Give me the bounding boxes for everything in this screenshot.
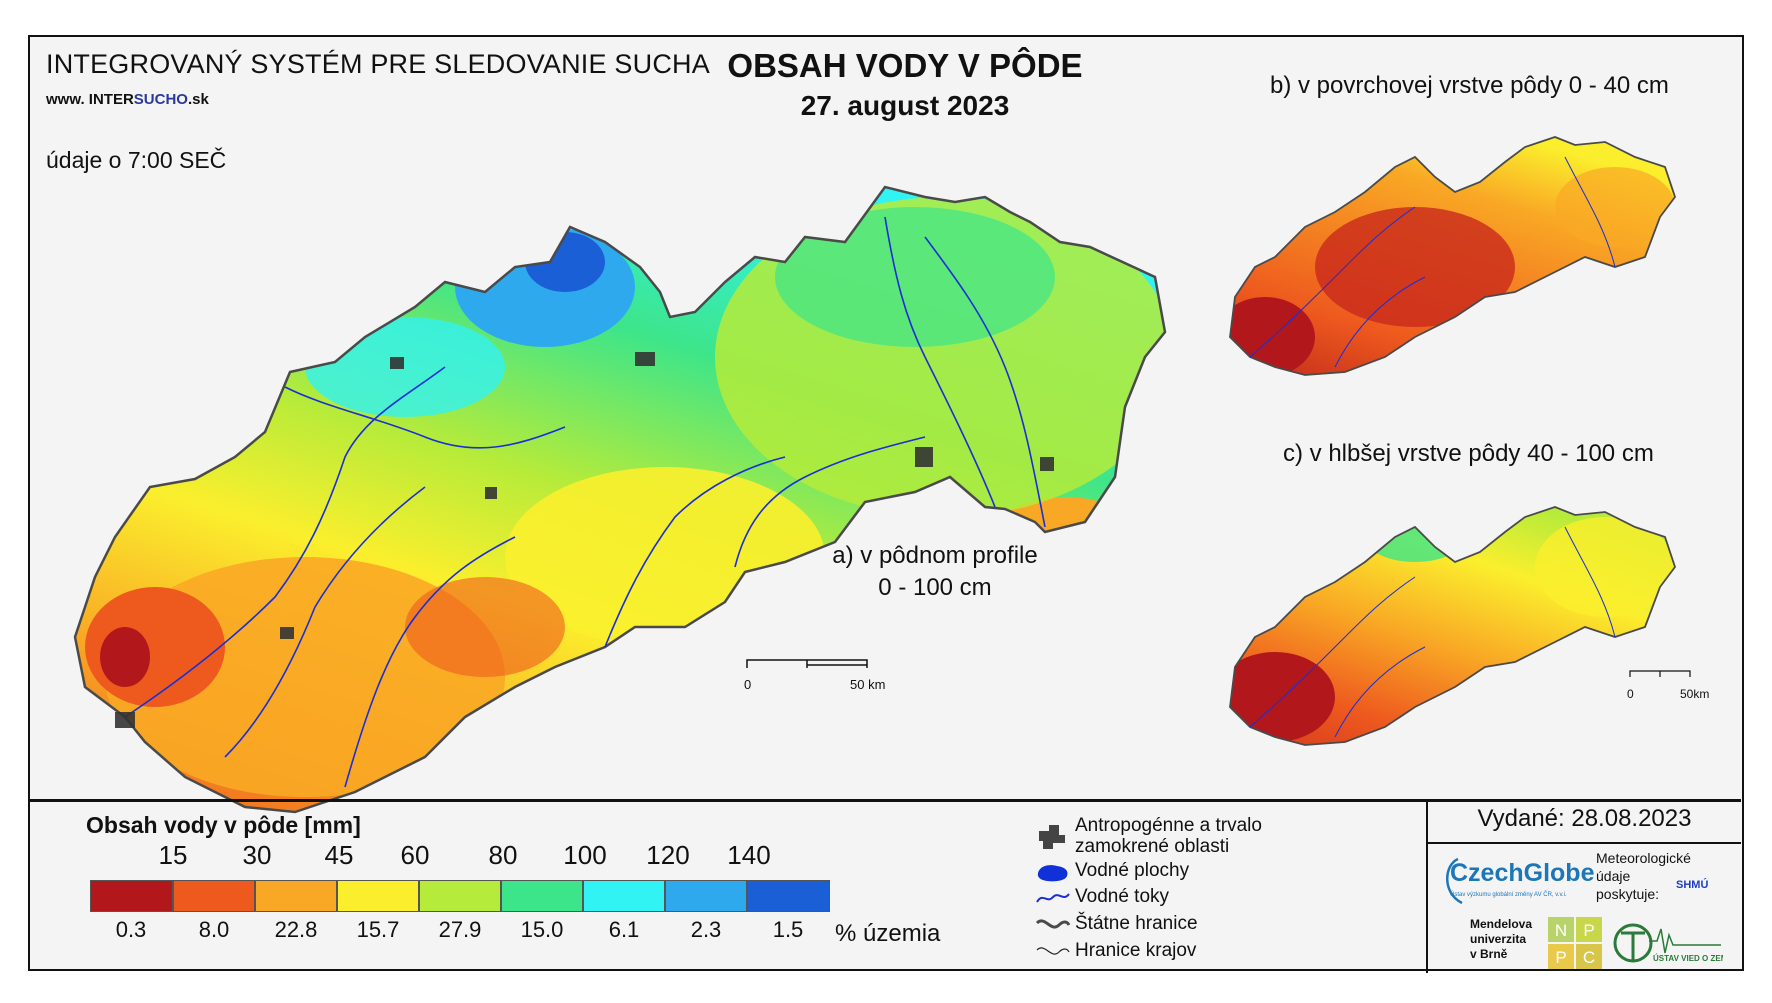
legend-item-region-border: Hranice krajov <box>1036 940 1197 961</box>
divider <box>30 799 1741 802</box>
main-scale-bar <box>746 659 868 668</box>
state-border <box>73 185 1167 814</box>
legend-color-scale <box>90 880 910 914</box>
czechglobe-logo-subtitle: Ústav výzkumu globální změny AV ČR, v.v.… <box>1450 892 1567 898</box>
legend-title: Obsah vody v pôde [mm] <box>86 812 361 838</box>
water-body-icon <box>1037 865 1068 882</box>
small-scale-bar <box>1629 670 1691 677</box>
mendel-university-logo: Mendelova univerzita v Brně <box>1470 917 1533 961</box>
river-icon <box>1036 893 1070 903</box>
page-title: OBSAH VODY V PÔDE <box>727 47 1083 84</box>
class-percent: 15.7 <box>356 917 400 942</box>
legend-item-state-border: Štátne hranice <box>1035 913 1198 934</box>
legend-swatch <box>173 880 255 912</box>
small-scale-end: 50km <box>1680 687 1710 701</box>
legend-swatch <box>583 880 665 912</box>
nppc-letter: P <box>1583 921 1594 940</box>
threshold-label: 120 <box>646 840 690 870</box>
deep-layer-map <box>1229 506 1677 746</box>
nppc-letter: P <box>1555 948 1566 967</box>
legend-swatch <box>90 880 173 912</box>
legend-swatch <box>665 880 747 912</box>
observation-time: údaje o 7:00 SEČ <box>46 147 227 173</box>
nppc-letter: C <box>1583 948 1595 967</box>
legend-item-label: Vodné plochy <box>1075 860 1190 881</box>
legend-item-label: Vodné toky <box>1075 886 1170 907</box>
threshold-label: 60 <box>400 840 430 870</box>
issued-date: Vydané: 28.08.2023 <box>1477 805 1692 832</box>
region-border-icon <box>1036 947 1070 955</box>
czechglobe-logo <box>1446 857 1463 905</box>
wetland-icon <box>1039 825 1065 849</box>
meteo-provider-label: Meteorologické údaje poskytuje: <box>1596 850 1691 902</box>
threshold-label: 100 <box>563 840 607 870</box>
czechglobe-logo-text: CzechGlobe <box>1450 859 1595 887</box>
class-percent: 8.0 <box>198 917 230 942</box>
class-percent: 1.5 <box>772 917 804 942</box>
class-percent: 15.0 <box>520 917 564 942</box>
class-percent: 2.3 <box>690 917 722 942</box>
divider <box>1428 842 1741 844</box>
legend-item-label: Štátne hranice <box>1075 913 1198 934</box>
percent-territory-label: % územia <box>835 920 941 947</box>
class-percent: 6.1 <box>608 917 640 942</box>
main-soil-moisture-map <box>73 185 1167 814</box>
map-area: INTEGROVANÝ SYSTÉM PRE SLEDOVANIE SUCHA … <box>30 37 1741 814</box>
legend-swatch <box>501 880 583 912</box>
nppc-logo: N P P C <box>1548 917 1602 969</box>
website-link[interactable]: www. INTERSUCHO.sk <box>46 91 209 108</box>
shmu-logo: SHMÚ <box>1676 879 1709 891</box>
map-a-label: a) v pôdnom profile <box>832 542 1038 569</box>
legend-swatch <box>747 880 830 912</box>
map-c-label: c) v hlbšej vrstve pôdy 40 - 100 cm <box>1283 440 1654 467</box>
legend-item-rivers: Vodné toky <box>1036 886 1170 907</box>
system-title: INTEGROVANÝ SYSTÉM PRE SLEDOVANIE SUCHA <box>46 49 710 79</box>
map-b-label: b) v povrchovej vrstve pôdy 0 - 40 cm <box>1270 72 1669 99</box>
wetland-areas <box>115 352 1054 728</box>
main-scale-end: 50 km <box>850 677 886 692</box>
threshold-label: 140 <box>727 840 771 870</box>
map-a-depth: 0 - 100 cm <box>878 574 992 601</box>
nppc-letter: N <box>1555 921 1567 940</box>
threshold-label: 15 <box>158 840 188 870</box>
legend-item-label: Hranice krajov <box>1075 940 1197 961</box>
svg-text:ÚSTAV VIED O ZEMI: ÚSTAV VIED O ZEMI <box>1653 954 1723 963</box>
legend-item-label: zamokrené oblasti <box>1075 836 1230 857</box>
small-scale-start: 0 <box>1627 687 1634 701</box>
surface-layer-map <box>1229 136 1677 376</box>
legend-item-wetland: Antropogénne a trvalo zamokrené oblasti <box>1039 815 1262 857</box>
rivers <box>124 216 1046 788</box>
threshold-label: 45 <box>324 840 354 870</box>
legend-item-label: Antropogénne a trvalo <box>1075 815 1262 836</box>
class-percent: 0.3 <box>115 917 147 942</box>
legend-swatch <box>419 880 501 912</box>
class-percent: 22.8 <box>274 917 318 942</box>
ustav-vied-o-zemi-logo: ÚSTAV VIED O ZEMI <box>1613 923 1723 963</box>
class-percent: 27.9 <box>438 917 482 942</box>
state-border-icon <box>1035 919 1071 929</box>
map-date: 27. august 2023 <box>800 90 1010 121</box>
main-scale-start: 0 <box>744 677 752 692</box>
legend-swatch <box>337 880 419 912</box>
legend-item-water-bodies: Vodné plochy <box>1037 860 1190 882</box>
map-sheet: INTEGROVANÝ SYSTÉM PRE SLEDOVANIE SUCHA … <box>28 35 1744 973</box>
threshold-label: 80 <box>488 840 518 870</box>
issued-panel: Vydané: 28.08.2023 CzechGlobe Ústav výzk… <box>1426 799 1741 973</box>
legend-swatch <box>255 880 337 912</box>
threshold-label: 30 <box>242 840 272 870</box>
